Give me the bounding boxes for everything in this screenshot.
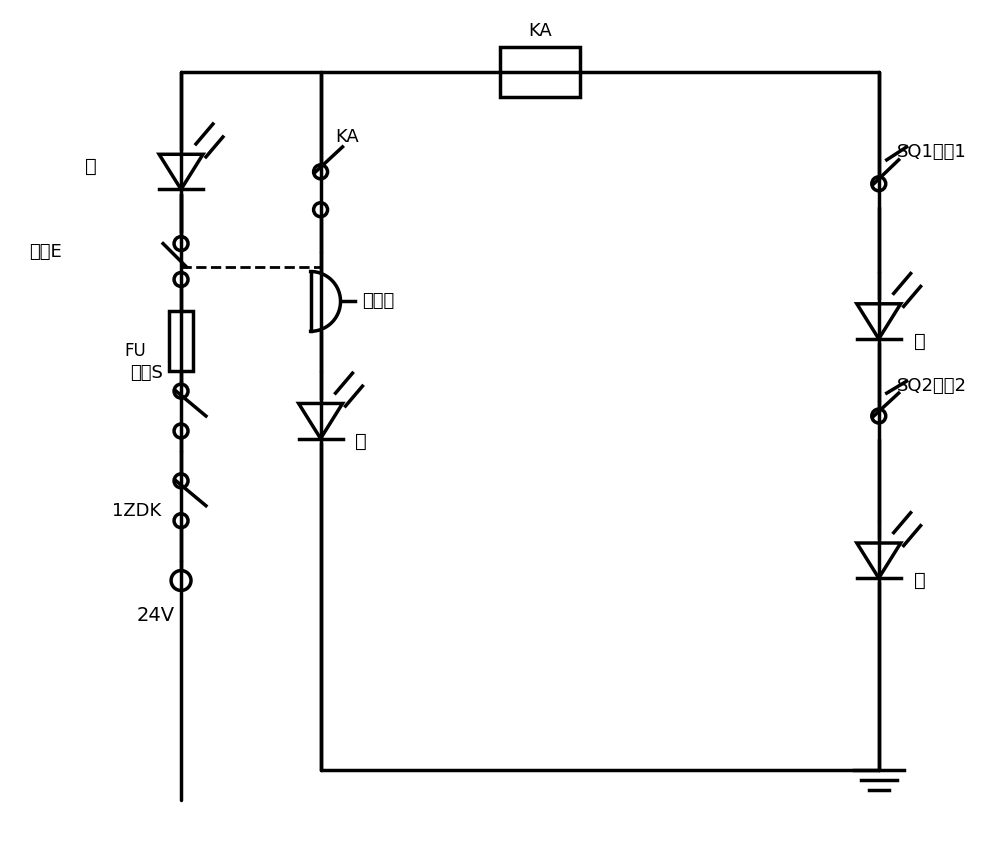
Text: 绿: 绿 (914, 571, 925, 590)
Text: 绿: 绿 (914, 332, 925, 351)
Bar (500, 48, 580, 97)
Text: 24V: 24V (137, 606, 175, 625)
Text: 1ZDK: 1ZDK (112, 502, 161, 520)
Text: 红: 红 (355, 431, 367, 450)
Text: 开关S: 开关S (130, 364, 163, 382)
Bar (169, 311, 193, 371)
Text: KA: KA (336, 128, 359, 146)
Text: FU: FU (124, 342, 146, 360)
Text: KA: KA (528, 22, 552, 40)
Text: 停止E: 停止E (29, 243, 61, 260)
Text: SQ2行程2: SQ2行程2 (897, 377, 967, 395)
Text: 蜂鸣器: 蜂鸣器 (362, 293, 395, 311)
Text: SQ1行程1: SQ1行程1 (897, 143, 966, 161)
Text: 绿: 绿 (85, 157, 96, 176)
